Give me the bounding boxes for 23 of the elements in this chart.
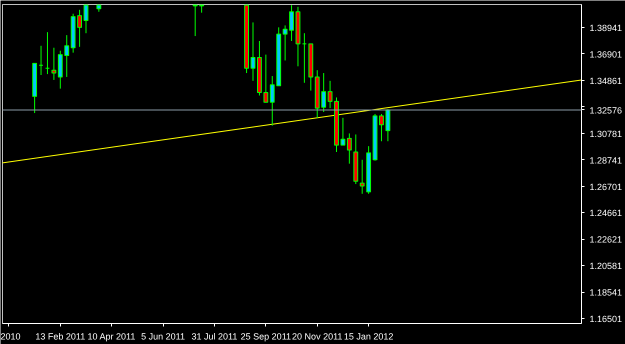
- y-tick-label: 1.22621: [590, 234, 622, 245]
- candlestick: [302, 32, 307, 84]
- x-tick-label: 2010: [0, 332, 21, 342]
- y-tick-label: 1.30781: [590, 128, 622, 139]
- y-tick-label: 1.28741: [590, 155, 622, 166]
- candlestick: [45, 32, 50, 75]
- ref-line-label: 1.32576: [590, 105, 622, 116]
- y-tick-label: 1.24661: [590, 208, 622, 218]
- y-tick-label: 1.20581: [590, 261, 622, 272]
- x-tick-label: 31 Jul 2011: [192, 332, 238, 342]
- candlestick: [38, 45, 44, 76]
- x-tick-label: 5 Jun 2011: [141, 332, 186, 342]
- x-tick-label: 10 Apr 2011: [88, 332, 136, 342]
- x-tick-label: 13 Feb 2011: [35, 332, 86, 342]
- x-tick-label: 15 Jan 2012: [344, 332, 394, 342]
- x-tick-label: 20 Nov 2011: [292, 332, 342, 342]
- y-tick-label: 1.26701: [590, 182, 622, 192]
- y-tick-label: 1.38941: [590, 22, 622, 33]
- y-tick-label: 1.34861: [590, 76, 622, 86]
- y-tick-label: 1.16501: [590, 314, 622, 324]
- y-tick-label: 1.18541: [590, 288, 622, 298]
- y-tick-label: 1.36901: [590, 49, 622, 60]
- x-tick-label: 25 Sep 2011: [240, 332, 292, 342]
